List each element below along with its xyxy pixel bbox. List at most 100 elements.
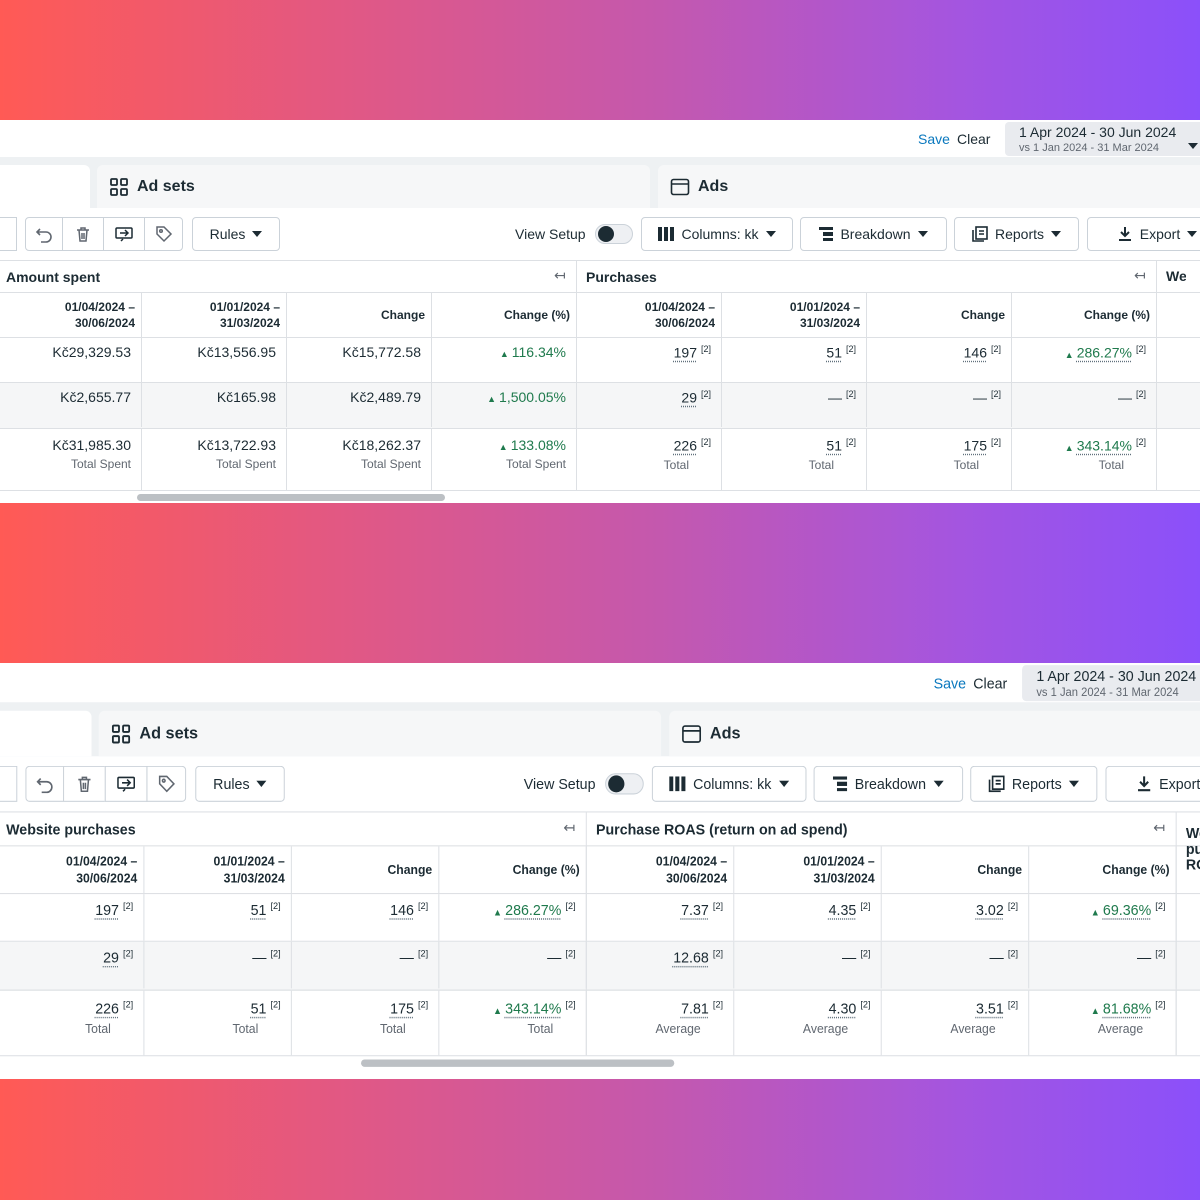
column-header[interactable]: 01/01/2024 – 31/03/2024 [141,293,287,337]
icon-button[interactable] [146,765,187,802]
icon-button[interactable] [25,217,63,251]
clear-link[interactable]: Clear [973,674,1008,692]
column-header[interactable]: Change [866,293,1012,337]
cell-value: Kč13,722.93 [197,437,276,453]
caret [252,231,263,237]
icon-button[interactable] [104,765,148,802]
column-header-label: 01/04/2024 – 30/06/2024 [64,300,135,330]
column-header[interactable]: Change (%) [1028,846,1177,894]
column-header[interactable]: 01/01/2024 – 31/03/2024 [143,846,292,894]
column-group-title: Purchases [586,269,657,285]
collapse-icon[interactable]: ↤ [554,267,566,283]
column-header[interactable]: 01/04/2024 – 30/06/2024 [576,293,722,337]
ads-icon [681,723,702,744]
columns-button[interactable]: Columns: kk [641,217,793,251]
compare-range: vs 1 Jan 2024 - 31 Mar 2024 [1036,686,1179,700]
view-setup-toggle[interactable] [605,773,644,795]
column-header[interactable]: Change (%) [438,846,587,894]
icon-button[interactable] [0,765,18,802]
cell-value: Kč18,262.37 [342,437,421,453]
scrollbar[interactable] [137,494,445,501]
cell-note: [2] [417,999,429,1010]
tab[interactable]: Ads [669,710,1200,757]
icon-button[interactable] [63,765,106,802]
breakdown-button[interactable]: Breakdown [813,765,964,802]
footer-label: Total Spent [70,457,131,471]
date-picker[interactable]: 1 Apr 2024 - 30 Jun 2024 vs 1 Jan 2024 - … [1005,122,1200,156]
footer-label: Total Spent [215,457,276,471]
collapse-icon[interactable]: ↤ [1134,267,1146,283]
view-setup-toggle[interactable] [595,224,633,244]
cell-value: 29 [681,389,697,406]
scrollbar[interactable] [361,1059,675,1067]
table-cell: ▲ 286.27% [2] [1011,338,1157,382]
cell-note: [2] [1155,999,1166,1010]
toggle-knob [608,775,625,793]
cell-value: Kč15,772.58 [342,344,421,360]
export-button[interactable]: Export [1105,765,1200,802]
cell-value: 81.68% [1102,999,1152,1017]
clear-link[interactable]: Clear [957,131,991,147]
column-header-label: Change (%) [504,308,570,322]
collapse-icon[interactable]: ↤ [563,818,576,836]
icon-button[interactable] [103,217,145,251]
row-border [0,260,1200,261]
cell-note: [2] [712,999,724,1010]
column-header[interactable]: Change [286,293,432,337]
cell-value: 286.27% [1076,344,1132,361]
tab[interactable]: Ad sets [98,710,662,757]
collapse-icon[interactable]: ↤ [1153,818,1166,836]
icon-button[interactable] [144,217,183,251]
column-header[interactable]: 01/04/2024 – 30/06/2024 [0,846,145,894]
toolbar-icon [75,774,93,793]
up-arrow: ▲ [1090,1005,1100,1016]
tab-label: Ad sets [139,723,199,742]
column-header[interactable]: Change [881,846,1030,894]
footer-label: Average [1097,1020,1144,1036]
reports-button[interactable]: Reports [954,217,1079,251]
columns-button[interactable]: Columns: kk [651,765,807,802]
footer-label: Total [663,457,689,472]
column-header[interactable]: Change [291,846,440,894]
column-header[interactable]: 01/01/2024 – 31/03/2024 [721,293,867,337]
icon-button[interactable] [62,217,104,251]
column-header[interactable]: 01/04/2024 – 30/06/2024 [586,846,735,894]
table-cell: — [2] [291,941,440,989]
cell-value: 286.27% [505,901,562,919]
footer-label: Total [232,1020,259,1036]
save-link[interactable]: Save [933,674,967,692]
rules-button[interactable]: Rules [195,765,285,802]
toolbar-icon-svg [155,226,172,243]
cell-value: 343.14% [1076,437,1132,454]
column-header[interactable]: 01/04/2024 – 30/06/2024 [0,293,142,337]
footer-cell: 7.81 [2] Average [586,990,735,1056]
table-cell: 12.68 [2] [586,941,735,989]
column-header[interactable]: Change (%) [431,293,577,337]
campaigns-tab[interactable] [0,710,92,757]
breakdown-button[interactable]: Breakdown [800,217,947,251]
panel: Save Clear 1 Apr 2024 - 30 Jun 2024 vs 1 Ja… [0,663,1200,1079]
reports-button[interactable]: Reports [970,765,1098,802]
cell-note: [2] [123,948,134,959]
column-header[interactable]: Change (%) [1011,293,1157,337]
tab[interactable]: Ad sets [97,165,650,208]
tab[interactable]: Ads [658,165,1200,208]
cell-note: [2] [1155,948,1166,959]
column-header-label: Change [977,862,1023,878]
date-picker[interactable]: 1 Apr 2024 - 30 Jun 2024 vs 1 Jan 2024 - … [1022,665,1200,702]
column-header[interactable]: 01/01/2024 – 31/03/2024 [733,846,882,894]
panel: Save Clear 1 Apr 2024 - 30 Jun 2024 vs 1 Ja… [0,120,1200,503]
rules-button[interactable]: Rules [192,217,280,251]
export-button[interactable]: Export [1087,217,1200,251]
cell-note: [2] [990,437,1001,447]
save-link[interactable]: Save [918,131,950,147]
cell-note: [2] [565,948,576,959]
icon-button[interactable] [25,765,65,802]
campaigns-tab[interactable] [0,165,90,208]
cell-note: [2] [565,999,576,1010]
caret [256,780,267,788]
row-border [0,428,1200,429]
icon-button[interactable] [0,217,17,251]
row-border [0,893,1200,895]
row-border [0,337,1200,338]
